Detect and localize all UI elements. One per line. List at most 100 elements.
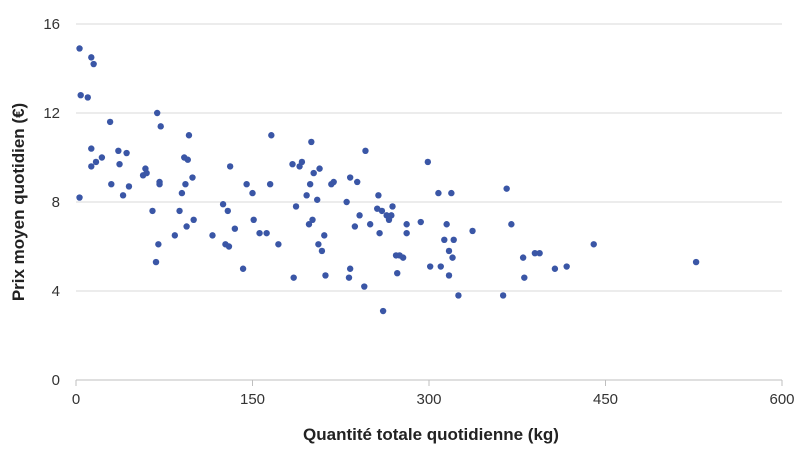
data-point bbox=[441, 236, 448, 244]
data-point bbox=[243, 181, 250, 188]
data-point bbox=[403, 229, 410, 237]
data-point bbox=[315, 241, 322, 248]
data-point bbox=[275, 241, 282, 248]
x-tick-label: 450 bbox=[593, 391, 618, 408]
data-point bbox=[155, 241, 162, 248]
y-tick-label: 8 bbox=[52, 194, 60, 211]
data-point bbox=[156, 181, 163, 188]
data-point bbox=[345, 274, 353, 281]
data-point bbox=[551, 265, 559, 272]
data-point bbox=[361, 283, 368, 290]
data-point bbox=[321, 232, 328, 239]
data-point bbox=[445, 272, 453, 279]
data-point bbox=[88, 163, 95, 170]
data-point bbox=[330, 178, 337, 186]
data-point bbox=[76, 45, 83, 52]
data-point bbox=[88, 54, 95, 61]
data-point bbox=[249, 189, 256, 197]
data-point bbox=[499, 292, 507, 299]
data-point bbox=[106, 118, 114, 126]
data-point bbox=[76, 194, 83, 201]
data-point bbox=[263, 229, 270, 237]
data-point bbox=[225, 243, 233, 250]
data-point bbox=[590, 241, 597, 248]
data-point bbox=[115, 147, 122, 155]
data-point bbox=[189, 174, 196, 181]
data-point bbox=[309, 216, 316, 223]
data-point bbox=[239, 265, 247, 272]
data-point bbox=[437, 263, 444, 270]
data-point bbox=[375, 192, 382, 199]
data-point bbox=[292, 203, 300, 210]
x-tick-label: 150 bbox=[240, 391, 265, 408]
data-point bbox=[318, 247, 326, 255]
data-point bbox=[531, 249, 539, 257]
data-point bbox=[306, 181, 314, 188]
data-point bbox=[190, 216, 197, 223]
data-point bbox=[519, 254, 527, 261]
data-point bbox=[366, 221, 374, 228]
data-point bbox=[469, 227, 476, 235]
data-point bbox=[305, 221, 313, 228]
data-point bbox=[303, 192, 310, 199]
data-point bbox=[426, 263, 434, 270]
data-point bbox=[445, 247, 453, 255]
data-point bbox=[250, 216, 257, 223]
y-tick-label: 16 bbox=[43, 16, 60, 33]
data-point bbox=[226, 163, 234, 170]
data-point bbox=[379, 307, 387, 315]
data-point bbox=[536, 249, 543, 257]
data-point bbox=[182, 181, 189, 188]
data-point bbox=[178, 189, 186, 197]
data-point bbox=[389, 203, 396, 210]
data-point bbox=[316, 165, 323, 172]
data-point bbox=[376, 229, 383, 237]
data-point bbox=[692, 258, 700, 266]
data-point bbox=[88, 145, 95, 152]
data-point bbox=[343, 198, 350, 206]
data-point bbox=[256, 229, 263, 237]
data-point bbox=[399, 254, 407, 261]
data-point bbox=[310, 169, 317, 177]
axes bbox=[75, 379, 783, 386]
data-point bbox=[290, 274, 297, 281]
data-point bbox=[84, 94, 91, 101]
x-axis-title: Quantité totale quotidienne (kg) bbox=[303, 425, 559, 444]
y-axis-title: Prix moyen quotidien (€) bbox=[9, 103, 28, 301]
y-tick-label: 4 bbox=[52, 283, 60, 300]
data-point bbox=[152, 258, 160, 266]
data-point bbox=[268, 132, 275, 139]
data-point bbox=[417, 218, 424, 226]
data-point bbox=[308, 138, 315, 146]
data-point bbox=[231, 225, 239, 232]
data-point bbox=[448, 189, 455, 197]
data-point bbox=[508, 221, 515, 228]
data-point bbox=[108, 181, 115, 188]
data-point bbox=[449, 254, 456, 261]
data-point bbox=[354, 178, 361, 186]
data-point bbox=[185, 132, 193, 139]
data-point bbox=[171, 232, 179, 239]
data-point bbox=[388, 212, 395, 219]
data-point bbox=[90, 60, 97, 68]
data-point bbox=[219, 201, 227, 208]
data-points bbox=[76, 45, 700, 315]
tick-labels: 0 4 8 12 16 0 150 300 450 600 bbox=[43, 16, 794, 408]
data-point bbox=[450, 236, 457, 244]
data-point bbox=[119, 192, 127, 199]
data-point bbox=[289, 160, 296, 168]
data-point bbox=[298, 158, 306, 166]
data-point bbox=[424, 158, 432, 166]
data-point bbox=[98, 154, 106, 161]
data-point bbox=[266, 181, 274, 188]
x-tick-label: 0 bbox=[72, 391, 80, 408]
data-point bbox=[116, 160, 123, 168]
data-point bbox=[183, 223, 190, 230]
data-point bbox=[521, 274, 528, 281]
data-point bbox=[378, 207, 386, 215]
data-point bbox=[184, 156, 191, 163]
x-tick-label: 300 bbox=[416, 391, 441, 408]
data-point bbox=[143, 169, 150, 177]
